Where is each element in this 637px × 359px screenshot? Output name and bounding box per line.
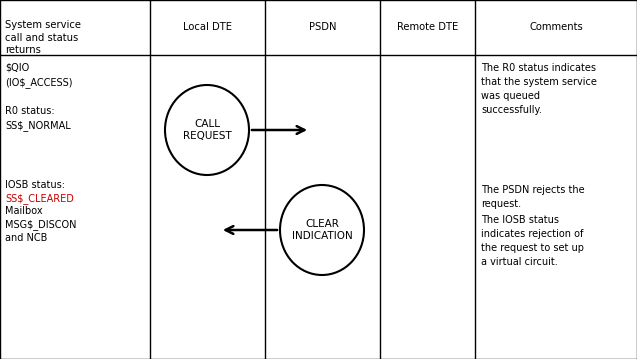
Text: CALL
REQUEST: CALL REQUEST: [183, 119, 231, 141]
Text: The IOSB status
indicates rejection of
the request to set up
a virtual circuit.: The IOSB status indicates rejection of t…: [482, 215, 584, 267]
Ellipse shape: [165, 85, 249, 175]
Text: System service
call and status
returns: System service call and status returns: [5, 20, 81, 55]
Text: IOSB status:: IOSB status:: [5, 180, 65, 190]
Text: $QIO
(IO$_ACCESS)

R0 status:
SS$_NORMAL: $QIO (IO$_ACCESS) R0 status: SS$_NORMAL: [5, 63, 73, 131]
Text: Mailbox
MSG$_DISCON
and NCB: Mailbox MSG$_DISCON and NCB: [5, 206, 76, 243]
Text: CLEAR
INDICATION: CLEAR INDICATION: [292, 219, 352, 241]
Text: PSDN: PSDN: [309, 23, 336, 33]
Text: Remote DTE: Remote DTE: [397, 23, 458, 33]
Text: Comments: Comments: [529, 23, 583, 33]
Text: The PSDN rejects the
request.: The PSDN rejects the request.: [482, 185, 585, 209]
Text: The R0 status indicates
that the system service
was queued
successfully.: The R0 status indicates that the system …: [482, 63, 598, 115]
Text: Local DTE: Local DTE: [183, 23, 232, 33]
Ellipse shape: [280, 185, 364, 275]
Text: SS$_CLEARED: SS$_CLEARED: [5, 193, 74, 204]
